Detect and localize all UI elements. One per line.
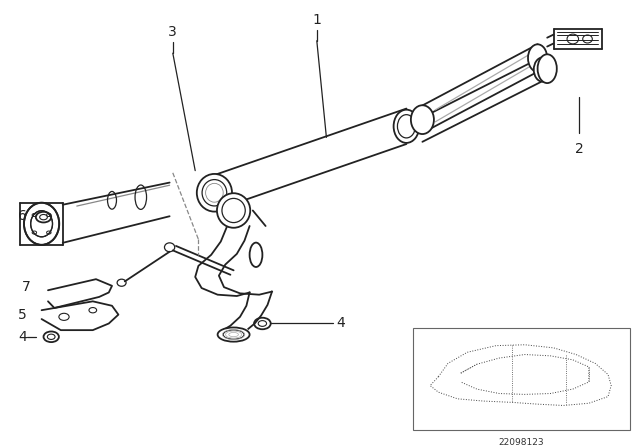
Text: 6: 6 (18, 209, 27, 223)
Text: 22098123: 22098123 (499, 438, 545, 447)
Polygon shape (554, 29, 602, 49)
Bar (413, 328, 630, 430)
Text: 2: 2 (575, 142, 584, 156)
Ellipse shape (528, 44, 547, 72)
Ellipse shape (250, 243, 262, 267)
Ellipse shape (218, 327, 250, 342)
Ellipse shape (24, 203, 60, 245)
Polygon shape (19, 202, 64, 245)
Ellipse shape (394, 110, 419, 143)
Ellipse shape (217, 193, 250, 228)
Text: 4: 4 (336, 316, 345, 331)
Text: 3: 3 (168, 25, 177, 39)
Text: 1: 1 (312, 13, 321, 26)
Ellipse shape (538, 54, 557, 83)
Ellipse shape (411, 105, 434, 134)
Text: 5: 5 (18, 308, 27, 322)
Text: 7: 7 (22, 280, 31, 294)
Text: 4: 4 (18, 330, 27, 344)
Ellipse shape (534, 57, 552, 82)
Ellipse shape (197, 174, 232, 211)
